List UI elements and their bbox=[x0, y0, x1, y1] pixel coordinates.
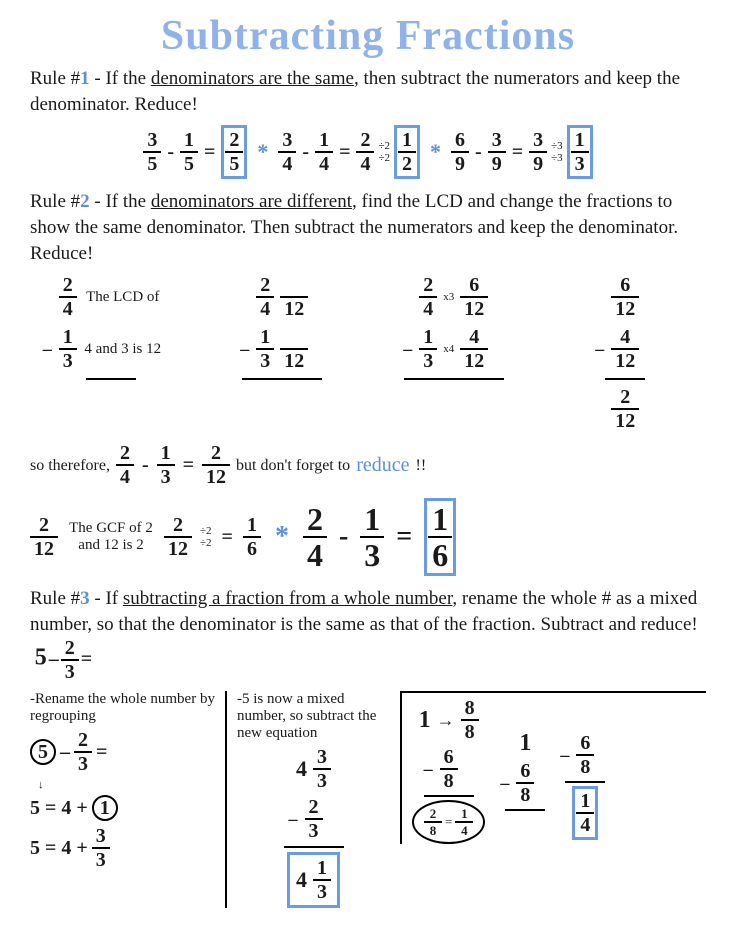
rule2-workings: 24 The LCD of 13 4 and 3 is 12 24 12 13 … bbox=[30, 274, 706, 432]
rule3-text: Rule #3 - If subtracting a fraction from… bbox=[30, 586, 706, 683]
rule1-text: Rule #1 - If the denominators are the sa… bbox=[30, 66, 706, 117]
rule1-examples: 35 - 15 = 25 * 34 - 14 = 24 ÷2÷2 12 * 69… bbox=[30, 125, 706, 179]
star-icon: * bbox=[424, 139, 447, 165]
page-title: Subtracting Fractions bbox=[30, 12, 706, 60]
rule2-gcf: 212 The GCF of 2and 12 is 2 212 ÷2÷2 = 1… bbox=[30, 498, 706, 576]
star-icon: * bbox=[251, 139, 274, 165]
rule3-workings: -Rename the whole number by regrouping 5… bbox=[30, 691, 706, 908]
rule2-text: Rule #2 - If the denominators are differ… bbox=[30, 189, 706, 266]
rule2-therefore: so therefore, 24 - 13 = 212 but don't fo… bbox=[30, 442, 706, 488]
